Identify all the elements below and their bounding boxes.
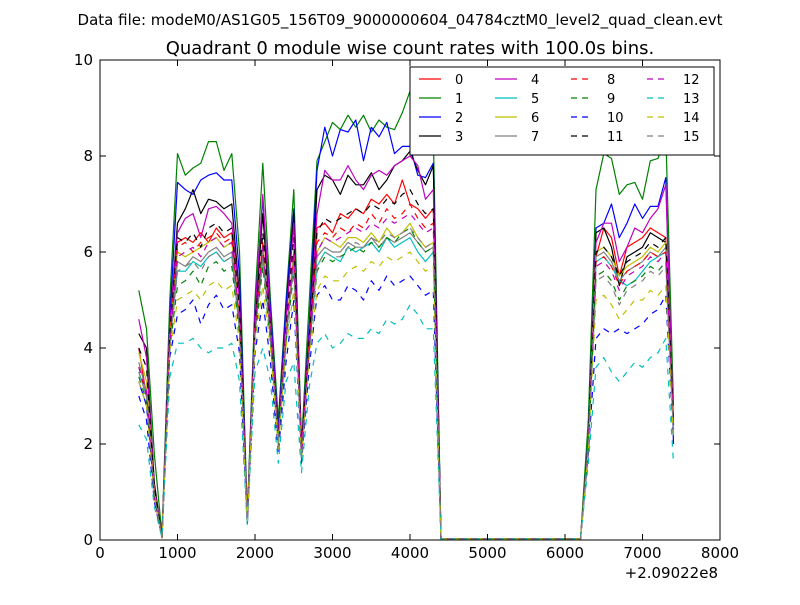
series-line-10 (138, 275, 675, 540)
series-line-15 (138, 227, 675, 540)
y-tick-label: 8 (83, 147, 93, 165)
legend-label-14: 14 (683, 111, 700, 126)
legend-label-9: 9 (607, 92, 615, 107)
legend-label-13: 13 (683, 92, 700, 107)
legend-label-2: 2 (455, 111, 463, 126)
legend-label-11: 11 (607, 130, 624, 145)
y-tick-label: 10 (74, 51, 93, 69)
plot-area (138, 90, 675, 540)
y-tick-label: 4 (83, 339, 93, 357)
legend-label-10: 10 (607, 111, 624, 126)
legend-label-3: 3 (455, 130, 463, 145)
series-line-11 (138, 189, 675, 540)
legend-label-15: 15 (683, 130, 700, 145)
legend-label-4: 4 (531, 73, 539, 88)
legend-box (409, 66, 715, 156)
x-tick-label: 1000 (158, 544, 196, 562)
x-tick-label: 8000 (701, 544, 739, 562)
y-tick-label: 6 (83, 243, 93, 261)
legend-label-8: 8 (607, 73, 615, 88)
x-tick-label: 6000 (546, 544, 584, 562)
x-tick-label: 5000 (468, 544, 506, 562)
legend-label-1: 1 (455, 92, 463, 107)
legend-label-12: 12 (683, 73, 700, 88)
x-tick-label: 4000 (391, 544, 429, 562)
series-line-14 (138, 251, 675, 540)
legend-label-0: 0 (455, 73, 463, 88)
x-tick-label: 3000 (313, 544, 351, 562)
legend-label-6: 6 (531, 111, 539, 126)
legend-label-5: 5 (531, 92, 539, 107)
legend-label-7: 7 (531, 130, 539, 145)
x-tick-label: 7000 (623, 544, 661, 562)
y-tick-label: 0 (83, 531, 93, 549)
series-line-1 (138, 90, 675, 540)
figure-suptitle: Data file: modeM0/AS1G05_156T09_90000006… (78, 11, 723, 30)
x-tick-label: 2000 (236, 544, 274, 562)
chart-title: Quadrant 0 module wise count rates with … (166, 38, 655, 59)
x-tick-label: 0 (95, 544, 105, 562)
x-axis-offset-label: +2.09022e8 (625, 564, 718, 582)
series-line-9 (138, 227, 675, 540)
y-tick-label: 2 (83, 435, 93, 453)
series-lines (138, 90, 675, 540)
